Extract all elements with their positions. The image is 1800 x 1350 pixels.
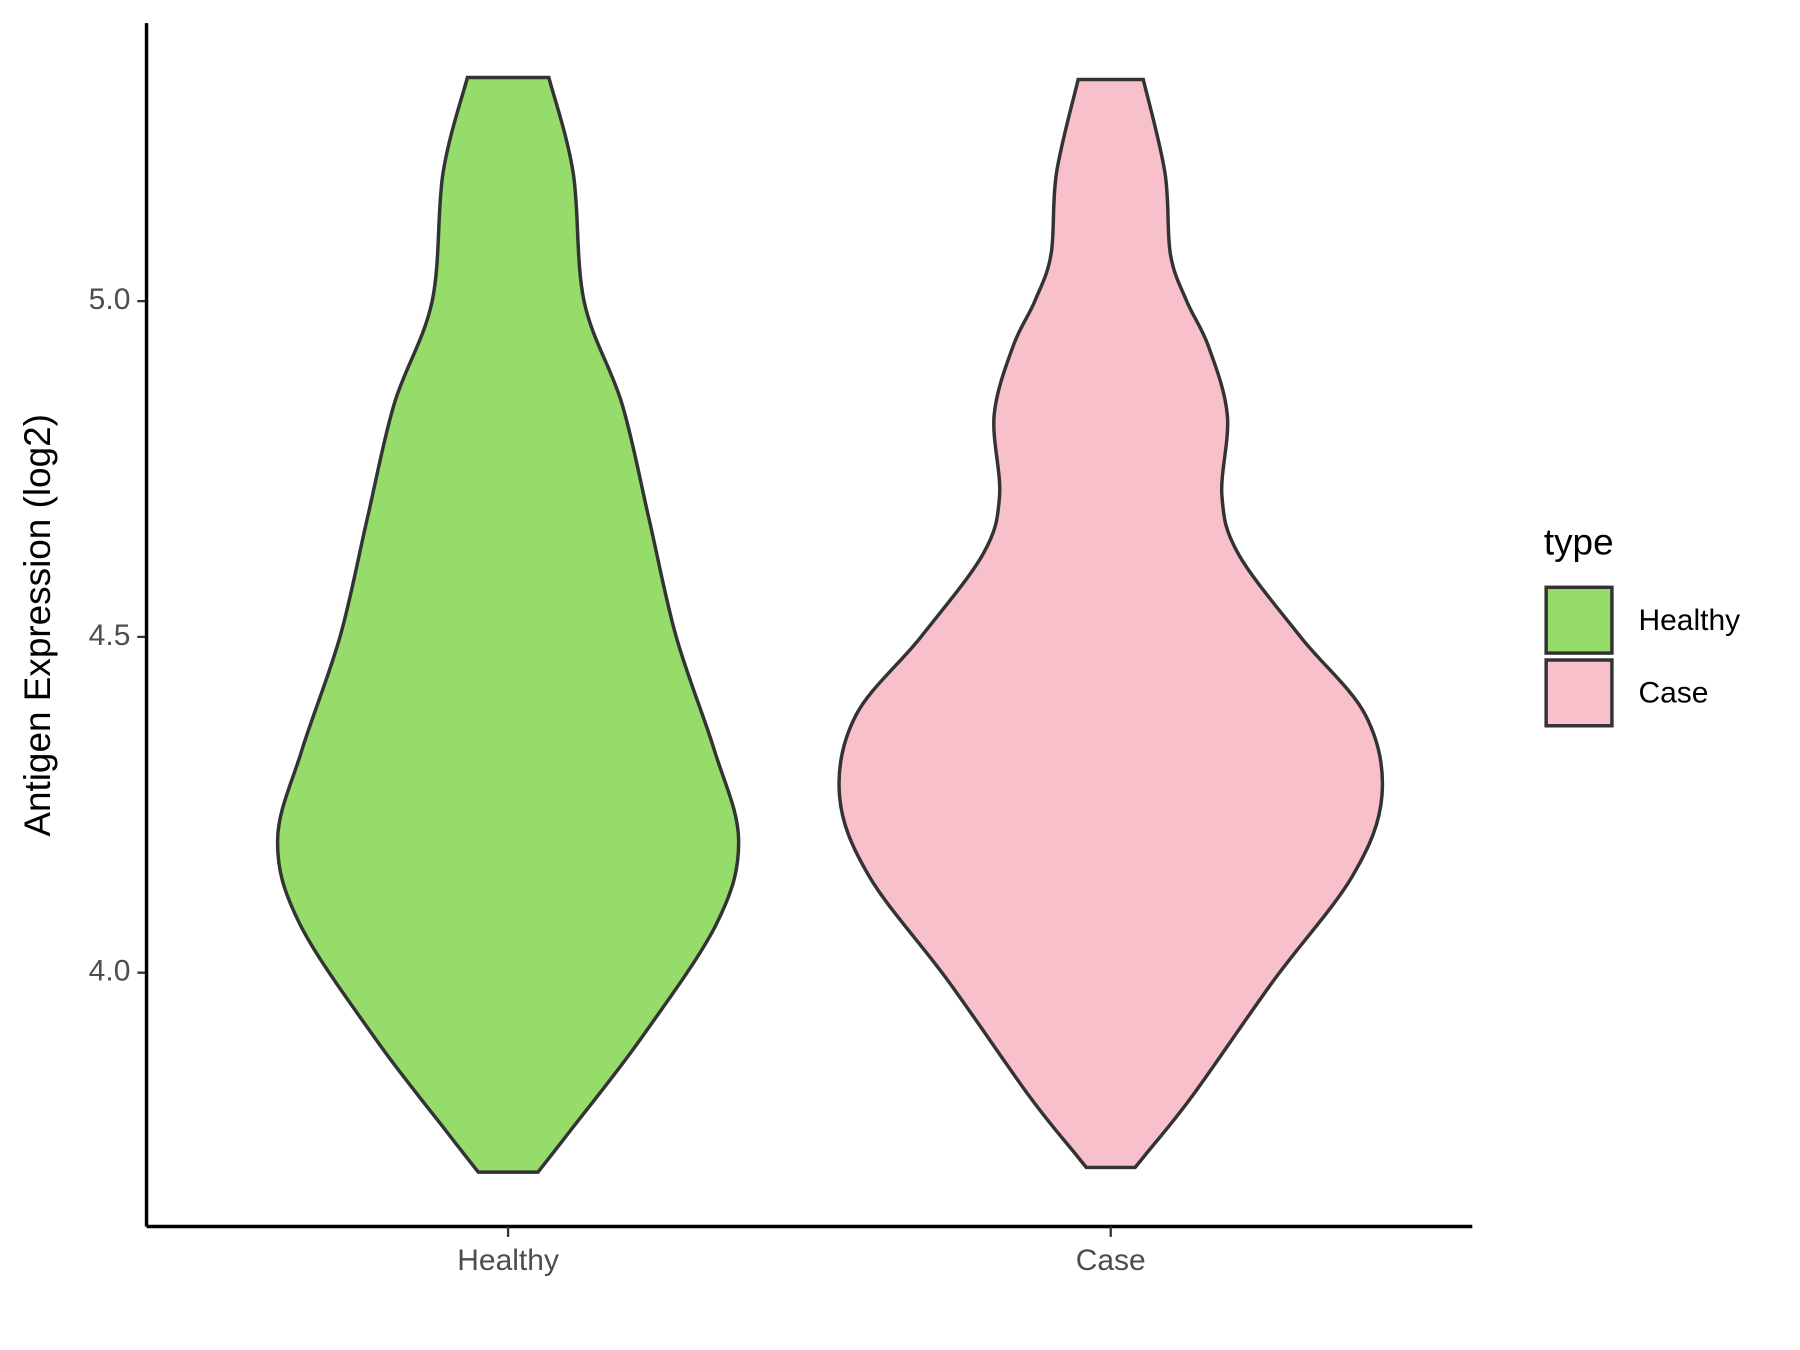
x-tick-label: Healthy	[457, 1244, 559, 1277]
legend-key	[1544, 585, 1614, 655]
violin	[837, 77, 1385, 1170]
y-tick-label: 5.0	[89, 283, 131, 316]
y-tick-label: 4.5	[89, 619, 131, 652]
legend-label: Healthy	[1638, 604, 1740, 637]
plot-root: Antigen Expression (log2) type 4.0 4.5 5.0…	[17, 23, 1740, 1277]
legend-label: Case	[1638, 677, 1708, 710]
violin	[275, 75, 741, 1174]
x-tick-label: Case	[1076, 1244, 1146, 1277]
legend-title: type	[1544, 521, 1614, 562]
legend-key	[1544, 658, 1614, 728]
y-axis-label: Antigen Expression (log2)	[17, 414, 58, 837]
y-tick-label: 4.0	[89, 955, 131, 988]
